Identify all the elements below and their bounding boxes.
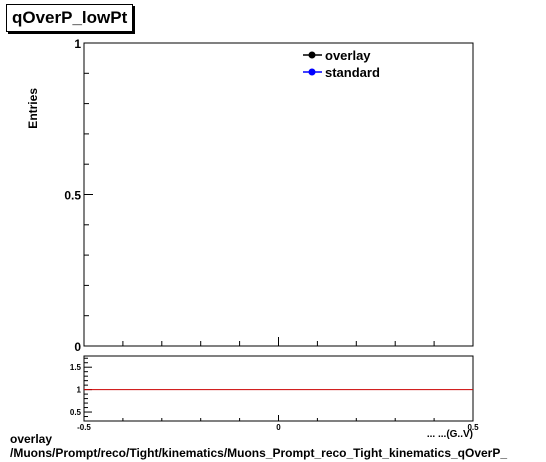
x-axis-label: ... ...(G..V) (427, 429, 473, 440)
legend: overlay standard (303, 48, 380, 80)
y-axis-label: Entries (26, 88, 40, 129)
ratio-plot-frame (83, 355, 474, 422)
ratio-x-tick-label: 0 (276, 423, 281, 432)
main-plot: 0 0.5 1 Entries overlay standard (26, 37, 474, 354)
y-tick-label: 0 (74, 340, 81, 354)
y-tick-label: 0.5 (64, 189, 81, 203)
legend-marker (308, 68, 316, 76)
ratio-x-tick-label: 0.5 (467, 423, 479, 432)
footer-path-label: /Muons/Prompt/reco/Tight/kinematics/Muon… (10, 446, 508, 460)
legend-label: standard (325, 65, 380, 80)
ratio-plot: 0.511.5-0.5 0 0.5... ...(G..V) (70, 355, 479, 440)
footer-overlay-label: overlay (10, 432, 53, 446)
legend-label: overlay (325, 48, 371, 63)
main-plot-frame (83, 42, 474, 347)
y-tick-label: 1 (74, 37, 81, 51)
chart-title: qOverP_lowPt (6, 4, 134, 32)
ratio-y-tick-label: 1.5 (70, 363, 82, 372)
ratio-x-tick-label: -0.5 (77, 423, 91, 432)
legend-marker (308, 51, 316, 59)
ratio-y-tick-label: 1 (77, 386, 82, 395)
ratio-y-tick-label: 0.5 (70, 408, 82, 417)
